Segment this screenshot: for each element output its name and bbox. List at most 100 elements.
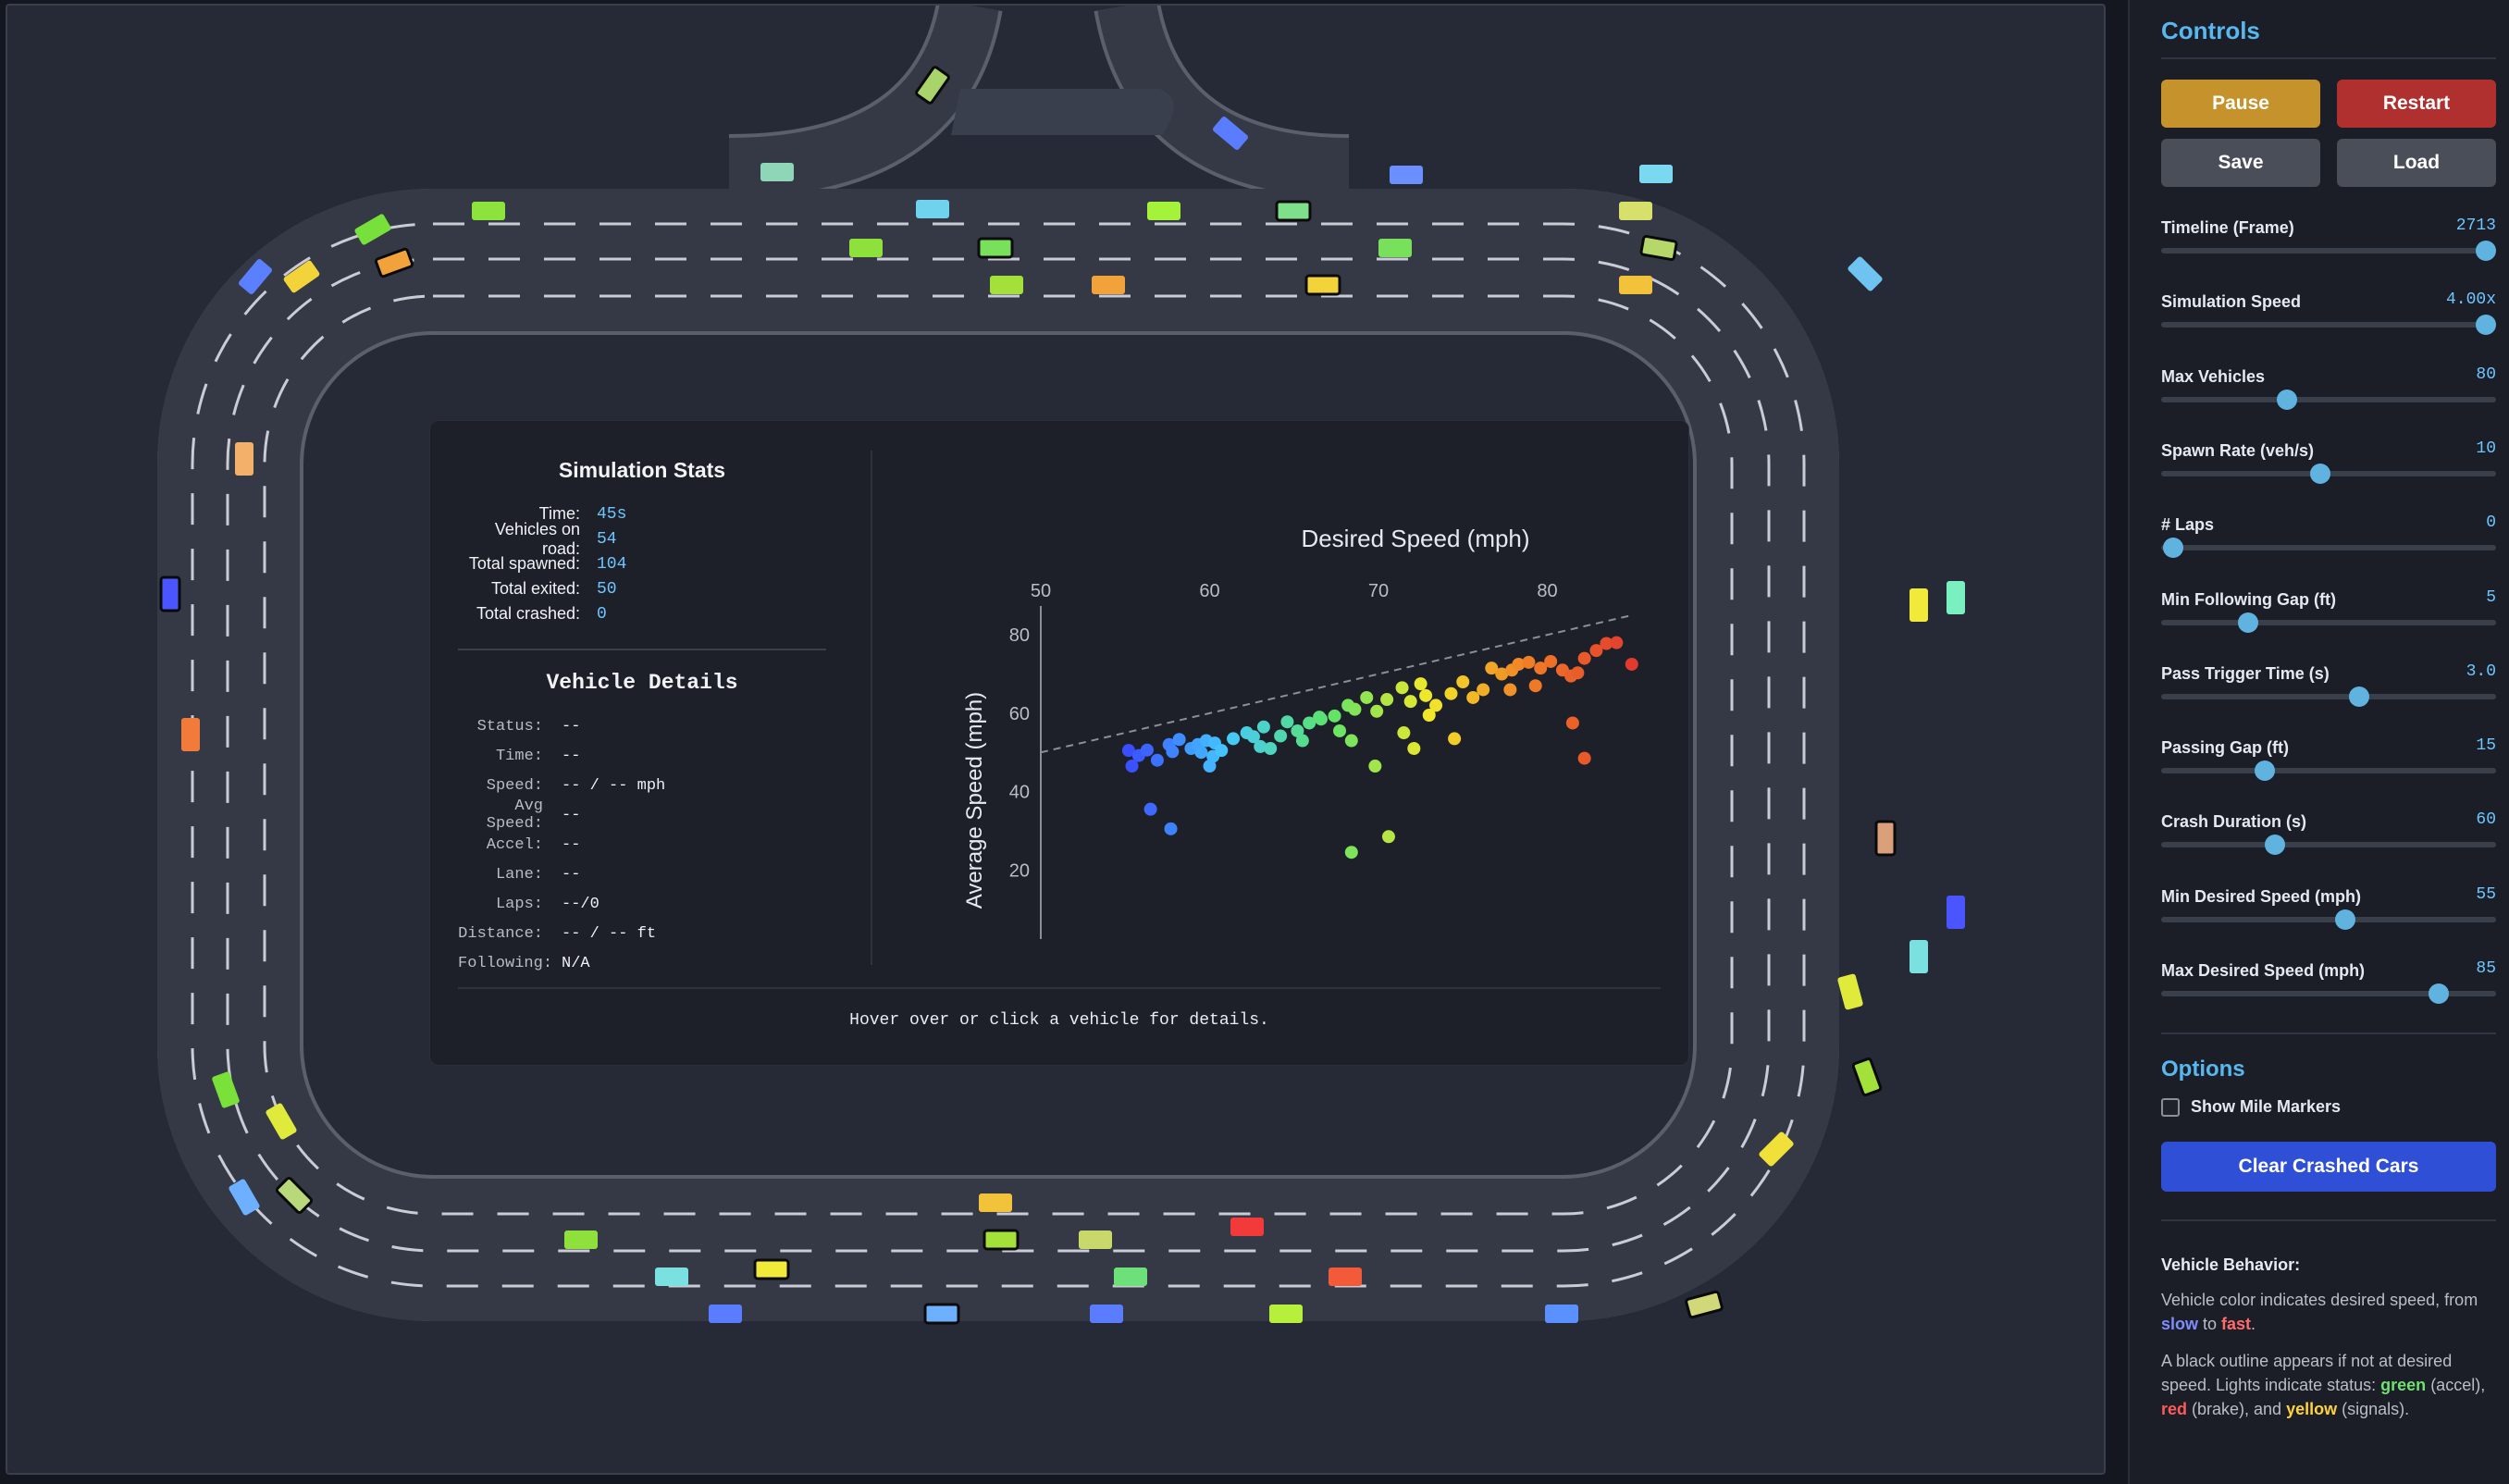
slider-thumb[interactable] <box>2429 983 2450 1004</box>
vehicle[interactable] <box>1685 1290 1724 1319</box>
slider-thumb[interactable] <box>2238 612 2259 633</box>
slider-track[interactable] <box>2161 463 2496 484</box>
vehicle[interactable] <box>181 718 200 751</box>
vehicle[interactable] <box>1390 166 1423 184</box>
vehicle[interactable] <box>1079 1230 1112 1249</box>
slider-track[interactable] <box>2161 315 2497 336</box>
detail-label: Lane: <box>495 865 543 884</box>
vehicle-behavior-legend: Vehicle Behavior: Vehicle color indicate… <box>2161 1253 2496 1434</box>
slider-track[interactable] <box>2161 686 2496 707</box>
vehicle[interactable] <box>849 239 883 257</box>
slider-control[interactable]: Crash Duration (s) 60 <box>2161 810 2496 868</box>
vehicle[interactable] <box>275 1176 314 1215</box>
slider-control[interactable]: Simulation Speed 4.00x <box>2161 291 2497 348</box>
vehicle[interactable] <box>1619 202 1652 220</box>
vehicle[interactable] <box>1619 276 1652 294</box>
slider-track[interactable] <box>2161 835 2496 856</box>
slider-thumb[interactable] <box>2309 463 2330 484</box>
slider-thumb[interactable] <box>2348 686 2369 707</box>
vehicle[interactable] <box>1269 1305 1303 1323</box>
slider-thumb[interactable] <box>2255 761 2276 782</box>
vehicle[interactable] <box>1092 276 1125 294</box>
slider-control[interactable]: Min Following Gap (ft) 5 <box>2161 588 2496 646</box>
vehicle[interactable] <box>1910 588 1928 622</box>
vehicle[interactable] <box>655 1268 688 1286</box>
vehicle[interactable] <box>159 575 181 612</box>
vehicle[interactable] <box>283 259 321 293</box>
vehicle[interactable] <box>1758 1131 1795 1168</box>
slider-thumb[interactable] <box>2162 538 2183 559</box>
vehicle[interactable] <box>1947 896 1965 929</box>
vehicle[interactable] <box>353 213 391 245</box>
slider-control[interactable]: Pass Trigger Time (s) 3.0 <box>2161 662 2496 720</box>
vehicle[interactable] <box>923 1303 960 1325</box>
vehicle[interactable] <box>1329 1268 1362 1286</box>
slider-track[interactable] <box>2161 538 2496 559</box>
vehicle[interactable] <box>990 276 1023 294</box>
vehicle[interactable] <box>238 258 273 295</box>
vehicle[interactable] <box>235 442 253 476</box>
vehicle[interactable] <box>753 1258 790 1280</box>
vehicle[interactable] <box>375 247 414 278</box>
slider-control[interactable]: Min Desired Speed (mph) 55 <box>2161 885 2496 943</box>
vehicle[interactable] <box>915 66 950 105</box>
vehicle[interactable] <box>265 1102 297 1140</box>
clear-crashed-button[interactable]: Clear Crashed Cars <box>2161 1142 2496 1192</box>
slider-thumb[interactable] <box>2476 315 2497 336</box>
simulation-canvas[interactable]: Simulation Stats Time: 45s Vehicles on roa… <box>6 4 2106 1475</box>
slider-track[interactable] <box>2161 612 2496 633</box>
slider-control[interactable]: Passing Gap (ft) 15 <box>2161 736 2496 794</box>
slider-track[interactable] <box>2161 389 2496 410</box>
slider-thumb[interactable] <box>2276 389 2297 410</box>
vehicle[interactable] <box>228 1178 260 1216</box>
vehicle[interactable] <box>1114 1268 1147 1286</box>
slider-track[interactable] <box>2161 761 2496 782</box>
vehicle[interactable] <box>1874 820 1897 857</box>
scatter-point <box>1456 675 1470 688</box>
vehicle[interactable] <box>1851 1057 1883 1096</box>
save-button[interactable]: Save <box>2161 139 2320 187</box>
slider-control[interactable]: Max Vehicles 80 <box>2161 365 2496 423</box>
vehicle[interactable] <box>211 1071 240 1109</box>
slider-value: 10 <box>2476 439 2496 458</box>
vehicle[interactable] <box>1275 200 1312 222</box>
mile-markers-option[interactable]: Show Mile Markers <box>2161 1097 2341 1117</box>
vehicle[interactable] <box>1639 165 1673 183</box>
vehicle[interactable] <box>709 1305 742 1323</box>
vehicle[interactable] <box>564 1230 598 1249</box>
slider-control[interactable]: Timeline (Frame) 2713 <box>2161 216 2497 274</box>
vehicle[interactable] <box>1639 235 1678 261</box>
vehicle[interactable] <box>472 202 505 220</box>
vehicle[interactable] <box>1837 973 1864 1010</box>
pause-button[interactable]: Pause <box>2161 80 2320 128</box>
vehicle[interactable] <box>1304 274 1341 296</box>
behavior-lights-note: A black outline appears if not at desire… <box>2161 1349 2496 1421</box>
slider-control[interactable]: Spawn Rate (veh/s) 10 <box>2161 439 2496 497</box>
vehicle[interactable] <box>1230 1218 1264 1236</box>
slider-track[interactable] <box>2161 909 2496 930</box>
mile-markers-checkbox[interactable] <box>2161 1097 2180 1117</box>
vehicle[interactable] <box>1947 581 1965 614</box>
vehicle[interactable] <box>983 1229 1020 1251</box>
vehicle[interactable] <box>916 200 949 218</box>
vehicle[interactable] <box>1212 116 1249 151</box>
load-button[interactable]: Load <box>2337 139 2496 187</box>
vehicle[interactable] <box>1847 255 1884 292</box>
vehicle[interactable] <box>977 237 1014 259</box>
vehicle[interactable] <box>1910 940 1928 973</box>
vehicle[interactable] <box>1545 1305 1578 1323</box>
restart-button[interactable]: Restart <box>2337 80 2496 128</box>
slider-control[interactable]: # Laps 0 <box>2161 513 2496 571</box>
detail-label: Avg Speed: <box>486 798 543 833</box>
slider-thumb[interactable] <box>2335 909 2356 930</box>
vehicle[interactable] <box>1147 202 1180 220</box>
slider-thumb[interactable] <box>2476 241 2497 261</box>
vehicle[interactable] <box>760 163 794 181</box>
vehicle[interactable] <box>1090 1305 1123 1323</box>
slider-thumb[interactable] <box>2265 835 2286 856</box>
slider-track[interactable] <box>2161 241 2497 261</box>
vehicle[interactable] <box>1378 239 1412 257</box>
vehicle[interactable] <box>979 1193 1012 1212</box>
slider-control[interactable]: Max Desired Speed (mph) 85 <box>2161 959 2496 1017</box>
slider-track[interactable] <box>2161 983 2496 1004</box>
